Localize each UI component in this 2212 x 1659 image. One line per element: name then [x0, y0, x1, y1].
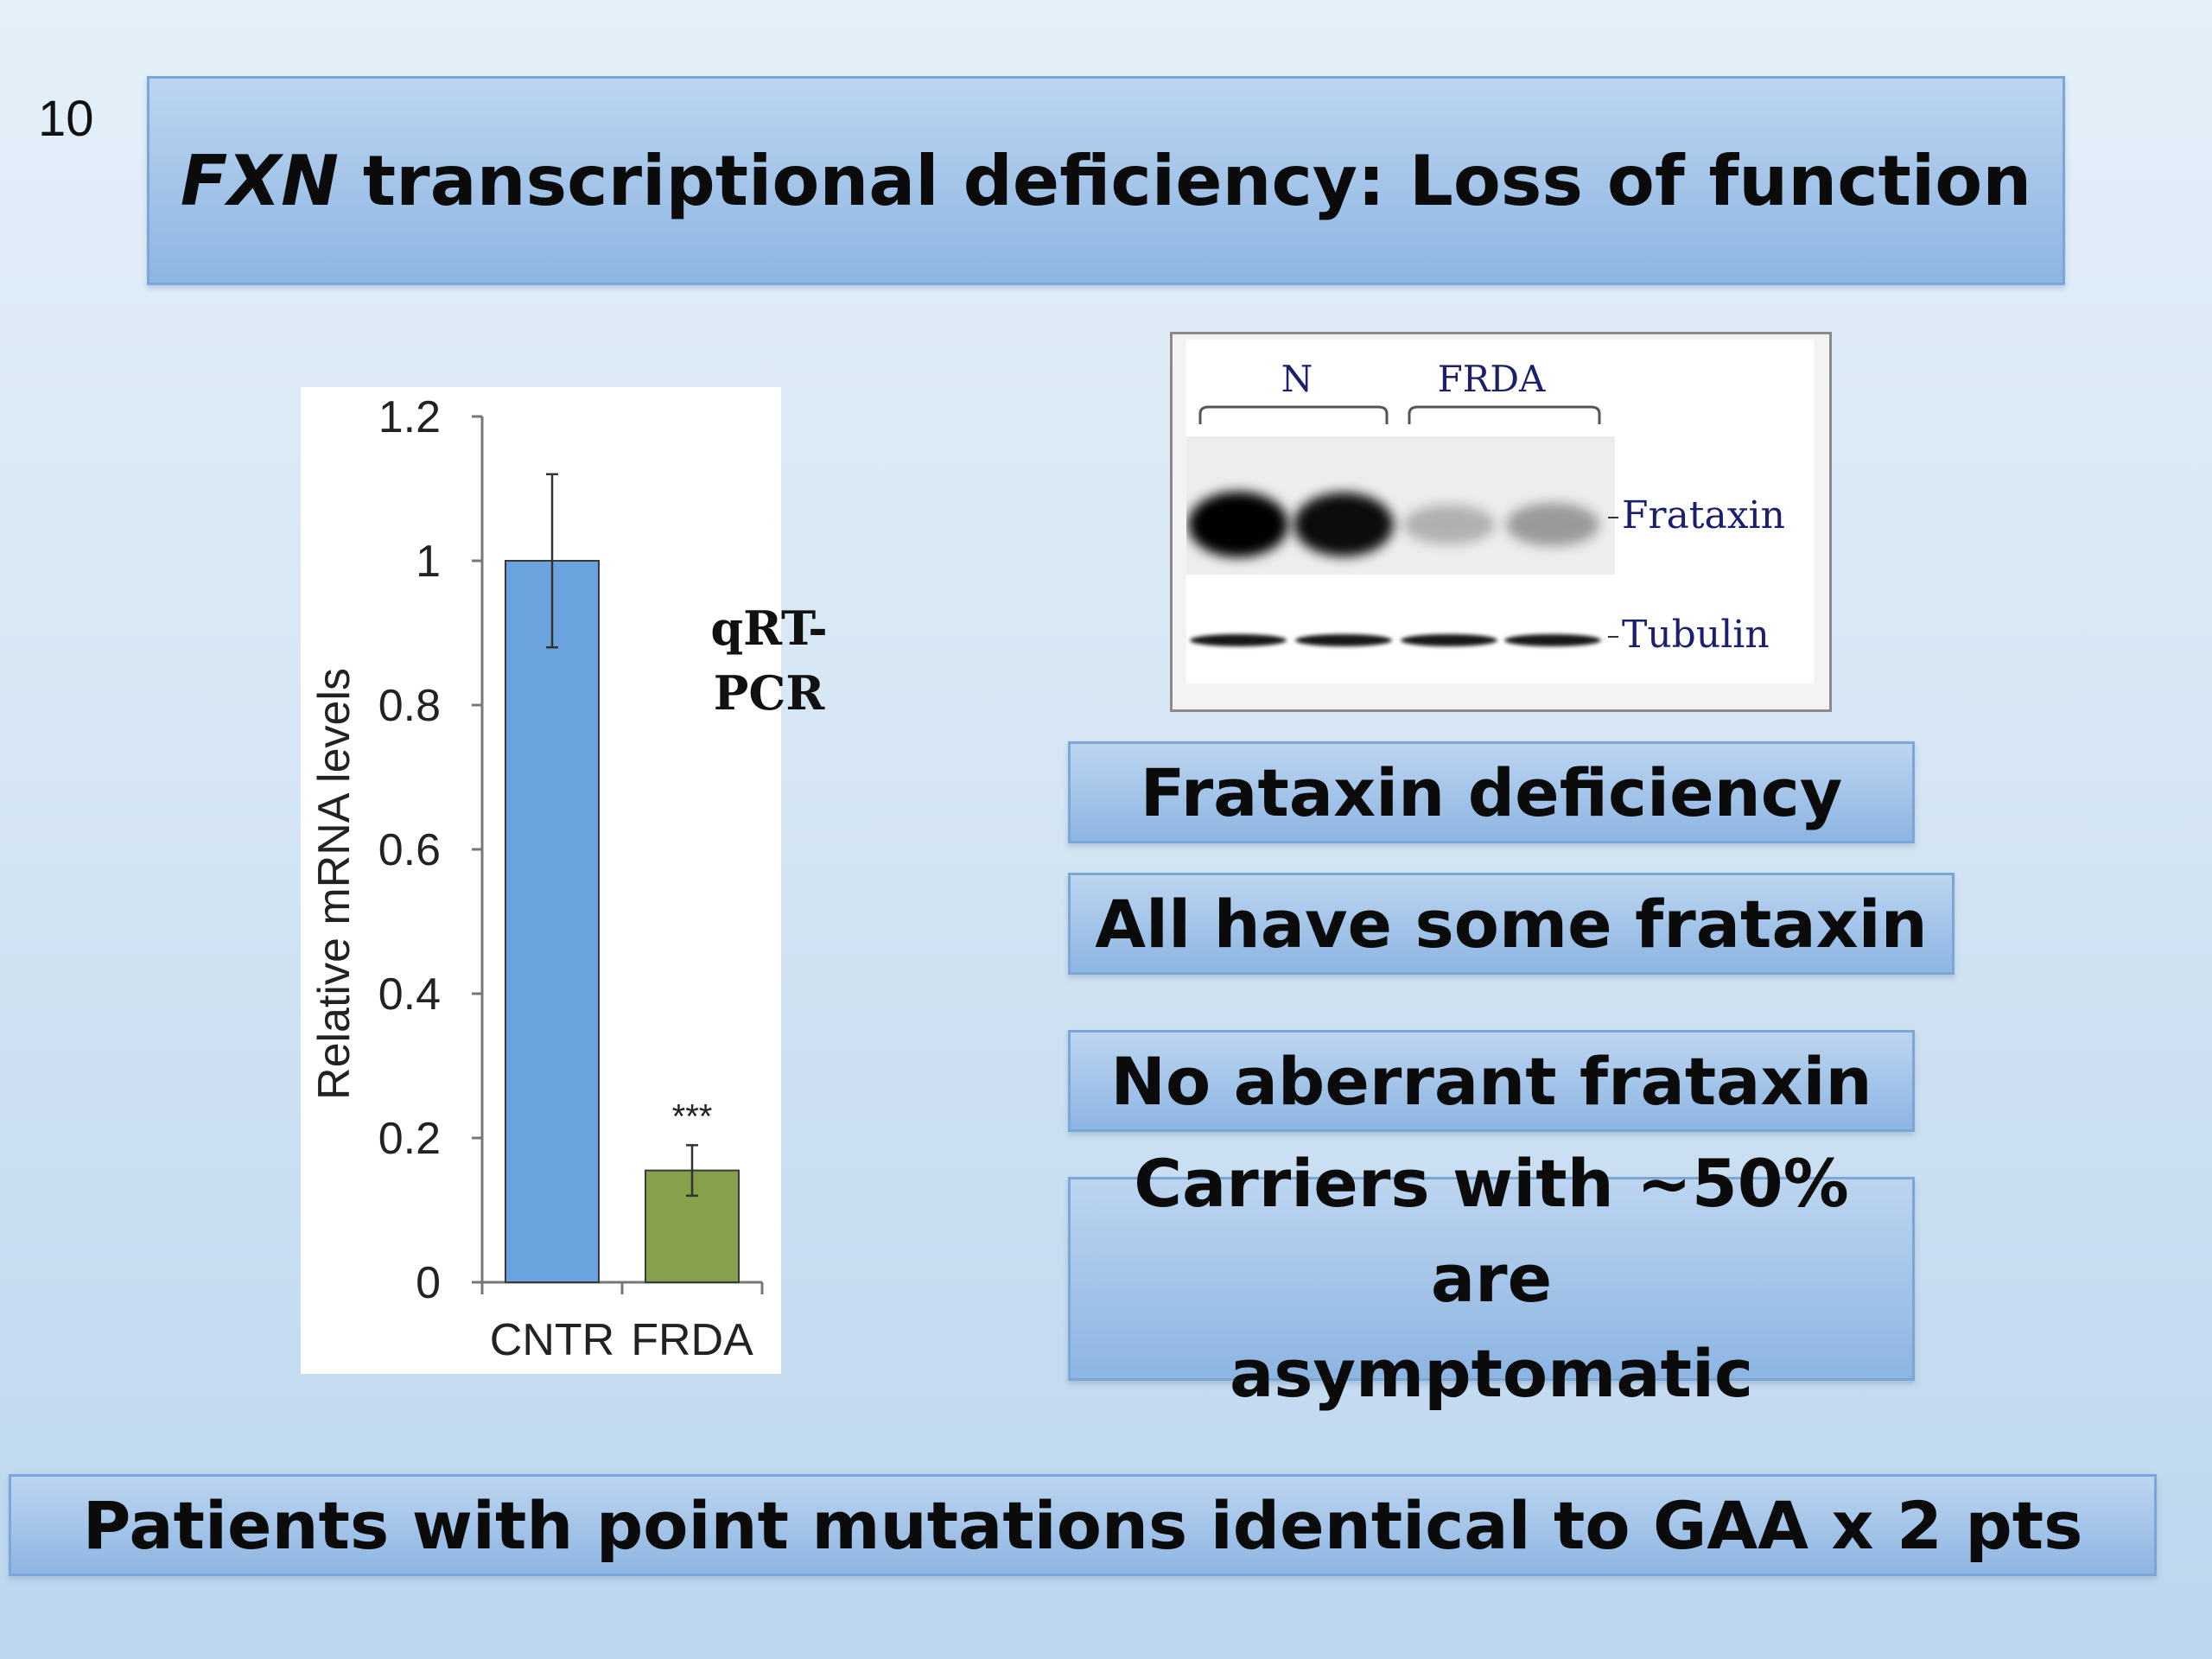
frataxin-band: [1294, 493, 1394, 556]
y-tick-label: 1: [416, 537, 441, 587]
significance-annotation: ***: [672, 1097, 713, 1135]
band-label-frataxin: Frataxin: [1622, 493, 1785, 537]
carriers-line1: Carriers with ~50% are: [1134, 1144, 1849, 1317]
x-tick-label-cntr: CNTR: [490, 1315, 614, 1365]
x-tick-label-frda: FRDA: [631, 1315, 753, 1365]
bar-cntr: [505, 560, 600, 1283]
qrt-pcr-label: qRT- PCR: [691, 596, 847, 725]
western-blot-figure: N FRDA Frataxin Tubulin: [1170, 332, 1832, 712]
title-text: transcriptional deficiency: Loss of func…: [339, 140, 2032, 221]
qrt-pcr-label-line2: PCR: [713, 664, 825, 721]
blot-group-bracket: [1408, 405, 1601, 424]
y-tick-label: 0.2: [378, 1114, 441, 1164]
blot-group-label-n: N: [1281, 358, 1313, 400]
blot-group-label-frda: FRDA: [1438, 358, 1546, 400]
no-aberrant-frataxin-box: No aberrant frataxin: [1068, 1030, 1915, 1132]
blot-group-bracket: [1198, 405, 1389, 424]
y-tick-label: 0: [416, 1258, 441, 1308]
title-gene-name: FXN: [180, 140, 340, 221]
all-have-some-frataxin-box: All have some frataxin: [1068, 873, 1955, 975]
chart-canvas: 0 0.2 0.4 0.6 0.8 1 1.2 CNTR *** FRDA Relative mRN…: [309, 392, 764, 1365]
carriers-line2: asymptomatic: [1229, 1335, 1754, 1413]
tubulin-band: [1401, 634, 1497, 646]
tubulin-band: [1504, 634, 1601, 646]
y-axis-title: Relative mRNA levels: [309, 668, 359, 1100]
frataxin-band: [1505, 503, 1600, 546]
carriers-box: Carriers with ~50% are asymptomatic: [1068, 1145, 1915, 1412]
western-blot-image: N FRDA Frataxin Tubulin: [1186, 358, 1785, 657]
y-tick-label: 0.6: [378, 825, 441, 875]
slide-title: FXN transcriptional deficiency: Loss of …: [147, 76, 2065, 285]
y-tick-label: 1.2: [378, 392, 441, 442]
slide-number: 10: [38, 91, 94, 147]
y-tick-label: 0.8: [378, 681, 441, 731]
frataxin-band: [1188, 492, 1288, 557]
band-label-tubulin: Tubulin: [1622, 613, 1770, 657]
point-mutations-box: Patients with point mutations identical …: [9, 1474, 2157, 1576]
frataxin-band: [1402, 505, 1496, 544]
tubulin-band: [1295, 634, 1392, 646]
frataxin-deficiency-box: Frataxin deficiency: [1068, 741, 1915, 843]
mrna-bar-chart: 0 0.2 0.4 0.6 0.8 1 1.2 CNTR *** FRDA Relative mRN…: [301, 387, 781, 1374]
tubulin-band: [1190, 634, 1287, 646]
y-tick-label: 0.4: [378, 969, 441, 1020]
qrt-pcr-label-line1: qRT-: [710, 601, 828, 656]
